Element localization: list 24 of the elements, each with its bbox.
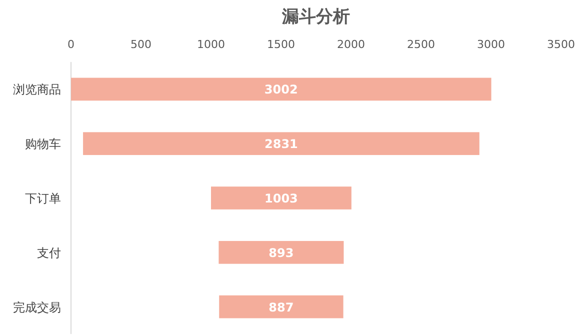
bar [83, 132, 480, 156]
bar [211, 186, 352, 210]
y-tick-label: 浏览商品 [13, 82, 61, 97]
data-label: 2831 [264, 137, 298, 152]
data-label: 887 [268, 300, 294, 314]
y-tick-label: 完成交易 [13, 300, 61, 314]
x-tick-label: 2000 [337, 38, 365, 51]
bar [219, 295, 344, 318]
bar [71, 78, 492, 101]
x-tick-label: 3000 [477, 38, 505, 51]
y-tick-label: 支付 [37, 246, 61, 260]
y-tick-label: 购物车 [25, 137, 61, 152]
x-tick-label: 2500 [407, 38, 435, 51]
x-tick-label: 0 [68, 38, 74, 51]
y-tick-label: 下订单 [25, 192, 61, 206]
data-label: 893 [268, 246, 294, 260]
data-label: 3002 [264, 82, 298, 97]
chart-title: 漏斗分析 [281, 7, 350, 27]
x-tick-label: 1500 [267, 38, 295, 51]
data-label: 1003 [264, 192, 298, 206]
bar [218, 240, 344, 264]
x-tick-label: 500 [130, 38, 152, 51]
x-tick-label: 1000 [197, 38, 225, 51]
x-tick-label: 3500 [547, 38, 575, 51]
